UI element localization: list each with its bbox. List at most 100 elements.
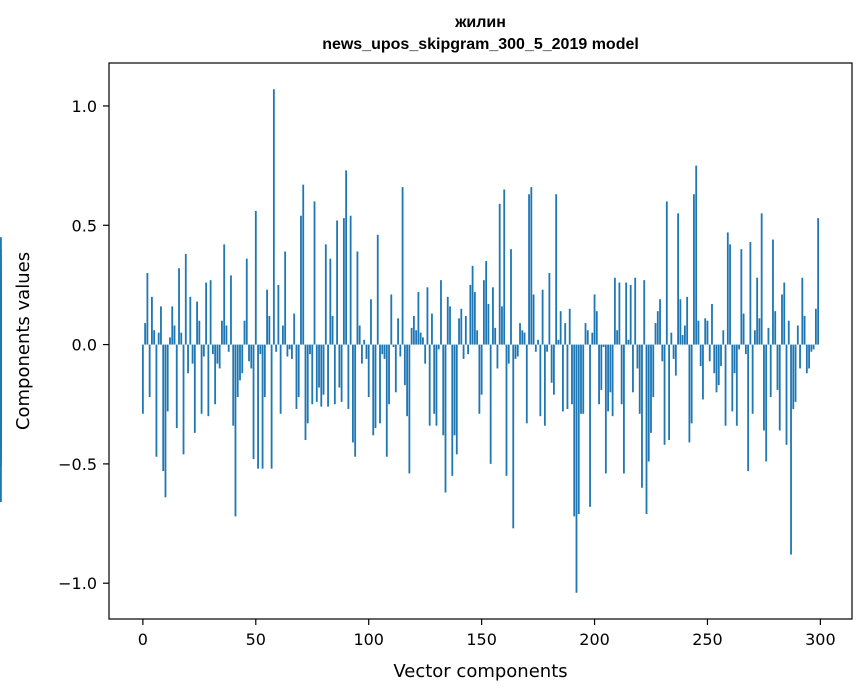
bar (218, 344, 221, 369)
bar (313, 201, 316, 345)
bar (720, 344, 722, 367)
bar (148, 344, 151, 398)
bar (338, 344, 341, 388)
bar (543, 344, 546, 426)
bar (595, 311, 598, 345)
bar (643, 280, 646, 345)
bar (659, 299, 661, 345)
bar (358, 325, 361, 345)
bar (446, 296, 449, 345)
bar (478, 344, 481, 414)
bar (333, 344, 336, 405)
bar (616, 330, 619, 345)
bar (354, 344, 357, 457)
bar (327, 344, 329, 407)
bar (812, 344, 815, 350)
chart-subtitle: news_upos_skipgram_300_5_2019 model (322, 36, 639, 53)
bar (681, 335, 684, 345)
bar (575, 344, 578, 593)
y-tick-label: −1.0 (58, 574, 97, 593)
bar (489, 344, 492, 464)
bar (808, 344, 810, 369)
bar (324, 244, 327, 345)
bar (607, 344, 609, 412)
bar (270, 344, 273, 469)
bar (281, 325, 284, 345)
bar (503, 189, 506, 345)
bar (767, 327, 770, 345)
bar (146, 272, 149, 345)
bar (582, 344, 585, 414)
bar (722, 330, 725, 345)
bar (462, 344, 465, 359)
bar (650, 344, 652, 433)
bar (796, 325, 799, 345)
bar (331, 315, 334, 345)
bar (388, 344, 390, 405)
bar (211, 344, 214, 355)
bar (641, 344, 643, 488)
bar (374, 344, 377, 429)
bar (584, 323, 587, 345)
bar (431, 313, 433, 345)
bar (480, 344, 483, 395)
bar (153, 330, 156, 345)
bar (467, 344, 469, 355)
bar (0, 237, 2, 345)
bar (805, 344, 808, 374)
bar (774, 311, 777, 345)
plot-frame (108, 62, 853, 620)
bar (390, 294, 393, 345)
bar (399, 344, 402, 357)
x-tick-label: 50 (246, 630, 266, 649)
bar (656, 311, 659, 345)
bar (580, 344, 582, 414)
bar (263, 344, 266, 398)
bar (638, 344, 641, 414)
bar (711, 304, 713, 345)
y-tick-label: 1.0 (72, 97, 97, 116)
bar (318, 344, 320, 388)
bar (636, 344, 639, 369)
y-axis-label: Components values (13, 252, 34, 430)
bar (232, 344, 235, 426)
bar (751, 344, 754, 414)
bar (776, 344, 779, 390)
bar (713, 344, 716, 374)
bar (647, 344, 650, 462)
bar (674, 344, 677, 376)
bar (164, 344, 167, 498)
bar (683, 325, 686, 345)
bar (772, 239, 774, 345)
bar (155, 344, 158, 457)
bar (412, 315, 415, 345)
bar (322, 344, 325, 395)
bar (799, 344, 801, 369)
bar (435, 344, 438, 426)
bar (492, 287, 494, 345)
bar (302, 184, 305, 345)
bar (679, 299, 682, 345)
bar (783, 282, 786, 345)
bar (455, 344, 458, 455)
bar (541, 289, 544, 345)
x-tick-label: 200 (579, 630, 610, 649)
bar (410, 327, 413, 345)
bar (512, 344, 515, 529)
bar (769, 344, 772, 398)
bar (315, 344, 318, 402)
x-tick-label: 150 (466, 630, 497, 649)
bar (193, 344, 196, 433)
bar (453, 344, 456, 436)
bar (162, 344, 165, 472)
bar (356, 251, 359, 345)
bar (169, 337, 171, 345)
bar (778, 344, 781, 431)
bar (487, 304, 490, 345)
bar (184, 253, 187, 345)
bar (485, 261, 488, 345)
bar (571, 344, 573, 405)
bar (239, 344, 241, 381)
bar (494, 327, 497, 345)
bar (370, 299, 372, 345)
